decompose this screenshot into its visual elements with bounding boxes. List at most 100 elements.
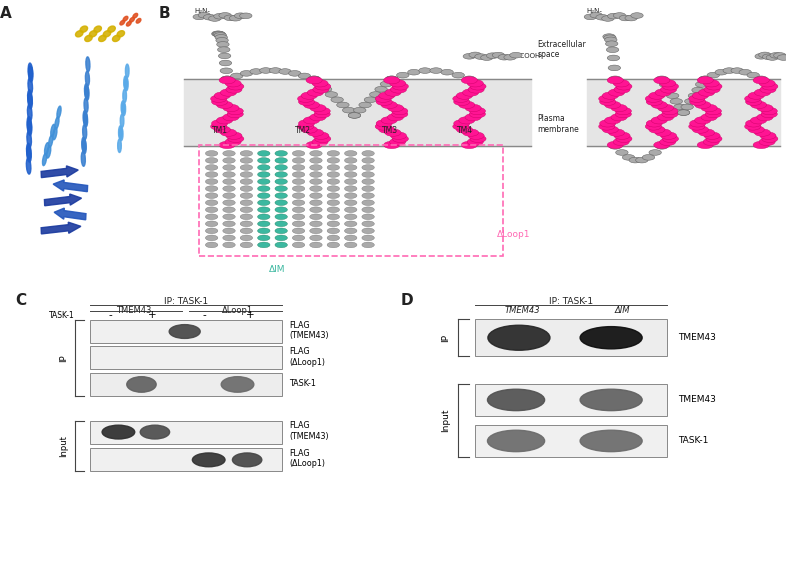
Ellipse shape — [42, 153, 46, 166]
Text: TM4: TM4 — [457, 126, 473, 135]
Circle shape — [773, 52, 786, 58]
Circle shape — [465, 104, 481, 111]
Circle shape — [241, 193, 252, 199]
Circle shape — [387, 114, 403, 121]
Circle shape — [312, 79, 328, 87]
Circle shape — [198, 12, 211, 18]
Circle shape — [755, 53, 767, 59]
Circle shape — [454, 98, 470, 105]
Circle shape — [613, 79, 630, 87]
Circle shape — [660, 86, 677, 93]
Circle shape — [608, 65, 621, 71]
Circle shape — [385, 76, 398, 82]
Circle shape — [604, 37, 617, 43]
Circle shape — [753, 141, 769, 149]
Circle shape — [659, 82, 672, 87]
Circle shape — [670, 99, 682, 104]
Circle shape — [275, 242, 288, 248]
Circle shape — [211, 120, 228, 127]
FancyArrow shape — [41, 222, 81, 234]
Circle shape — [603, 34, 615, 39]
Circle shape — [193, 14, 205, 20]
Circle shape — [275, 179, 288, 185]
Circle shape — [234, 13, 247, 19]
Bar — [90, 373, 281, 396]
Circle shape — [327, 200, 340, 205]
Circle shape — [327, 214, 340, 220]
Circle shape — [648, 126, 665, 133]
Circle shape — [327, 221, 340, 227]
Circle shape — [310, 150, 322, 156]
Text: IP: TASK-1: IP: TASK-1 — [163, 297, 208, 306]
Circle shape — [327, 207, 340, 212]
Circle shape — [602, 92, 619, 99]
Ellipse shape — [27, 146, 31, 162]
Circle shape — [275, 172, 288, 177]
Circle shape — [381, 101, 397, 109]
Circle shape — [757, 104, 773, 111]
Text: -COOH: -COOH — [784, 53, 786, 59]
Circle shape — [651, 117, 667, 124]
Circle shape — [292, 221, 305, 227]
Circle shape — [216, 117, 233, 124]
Circle shape — [699, 76, 711, 82]
Ellipse shape — [27, 158, 31, 174]
Circle shape — [645, 123, 661, 130]
Circle shape — [225, 79, 241, 87]
Circle shape — [292, 179, 305, 185]
Circle shape — [441, 69, 454, 75]
Ellipse shape — [126, 64, 129, 78]
Circle shape — [310, 179, 322, 185]
Circle shape — [208, 16, 221, 21]
Circle shape — [706, 135, 722, 142]
Circle shape — [469, 52, 481, 58]
Circle shape — [475, 54, 487, 60]
Circle shape — [228, 135, 244, 142]
Circle shape — [678, 110, 690, 115]
Circle shape — [600, 120, 615, 127]
Circle shape — [292, 207, 305, 212]
Circle shape — [385, 129, 401, 136]
Circle shape — [325, 92, 338, 97]
Circle shape — [362, 221, 374, 227]
Circle shape — [662, 110, 678, 118]
Circle shape — [314, 108, 330, 115]
Circle shape — [211, 95, 226, 102]
Circle shape — [214, 14, 226, 19]
Circle shape — [608, 89, 625, 96]
Circle shape — [663, 83, 678, 90]
Circle shape — [258, 158, 270, 163]
Circle shape — [301, 92, 318, 99]
Circle shape — [344, 228, 357, 234]
Circle shape — [695, 101, 711, 109]
Circle shape — [275, 214, 288, 220]
Circle shape — [681, 104, 693, 110]
Circle shape — [465, 114, 481, 121]
Circle shape — [223, 104, 239, 111]
Circle shape — [205, 193, 218, 199]
Ellipse shape — [127, 21, 131, 26]
Circle shape — [667, 93, 679, 99]
Circle shape — [678, 110, 690, 115]
Circle shape — [758, 52, 771, 58]
Circle shape — [327, 150, 340, 156]
Circle shape — [469, 108, 486, 115]
Circle shape — [692, 126, 708, 133]
Circle shape — [216, 101, 233, 109]
Circle shape — [654, 77, 670, 84]
Circle shape — [241, 164, 252, 170]
Ellipse shape — [127, 377, 156, 392]
Circle shape — [310, 214, 322, 220]
Circle shape — [275, 164, 288, 170]
Circle shape — [275, 158, 288, 163]
Circle shape — [375, 87, 387, 92]
Circle shape — [408, 69, 420, 75]
Ellipse shape — [84, 84, 89, 99]
Circle shape — [380, 81, 392, 87]
Circle shape — [663, 87, 675, 93]
Circle shape — [313, 86, 329, 93]
Circle shape — [205, 172, 218, 177]
Circle shape — [362, 242, 374, 248]
Circle shape — [759, 138, 775, 146]
Circle shape — [310, 235, 322, 241]
